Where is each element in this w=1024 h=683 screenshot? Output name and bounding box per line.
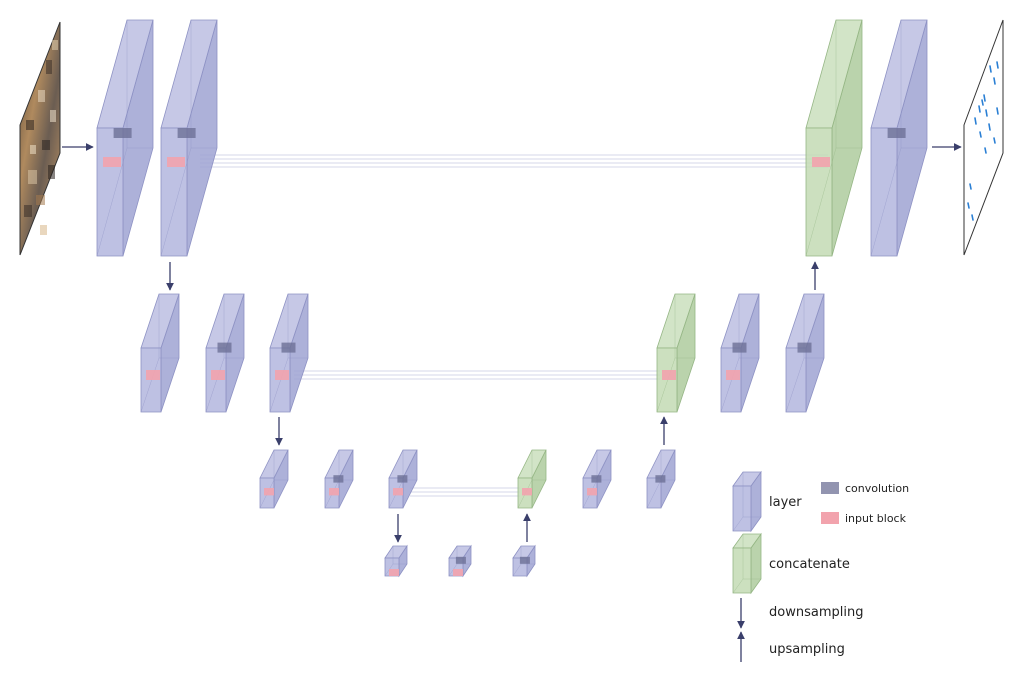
legend-layer-label: layer <box>769 495 802 510</box>
convolution-block <box>732 342 747 353</box>
layer-block-enc1-a <box>96 19 154 257</box>
block-front-face <box>805 127 833 257</box>
legend-input-block-swatch <box>821 512 839 524</box>
input-block <box>211 370 225 380</box>
block-front-face <box>870 127 898 257</box>
convolution-block <box>217 342 232 353</box>
input-block <box>393 488 403 496</box>
input-block <box>726 370 740 380</box>
layer-block-enc3-c <box>388 449 418 509</box>
legend-convolution-label: convolution <box>845 482 909 495</box>
concatenate-block-dec2-a <box>656 293 696 413</box>
layer-block-dec3-c <box>646 449 676 509</box>
input-block <box>146 370 160 380</box>
input-block <box>275 370 289 380</box>
layer-block-enc2-c <box>269 293 309 413</box>
convolution-block <box>797 342 812 353</box>
convolution-block <box>333 475 344 483</box>
block-front-face <box>732 547 752 594</box>
input-block <box>587 488 597 496</box>
input-block <box>389 569 399 576</box>
arrows <box>62 143 962 543</box>
convolution-block <box>887 128 906 138</box>
layer-block-enc2-b <box>205 293 245 413</box>
skip-connections <box>200 154 828 497</box>
layer-block-dec1-b <box>870 19 928 257</box>
block-front-face <box>732 485 752 532</box>
convolution-block <box>455 556 466 564</box>
layer-block-enc3-b <box>324 449 354 509</box>
input-block <box>167 157 185 167</box>
block-front-face <box>96 127 124 257</box>
convolution-block <box>519 556 530 564</box>
input-block <box>329 488 339 496</box>
legend-concatenate-cube <box>732 532 762 595</box>
legend-upsampling-label: upsampling <box>769 642 845 657</box>
layer-block-enc2-a <box>140 293 180 413</box>
input-block <box>522 488 532 496</box>
legend-concatenate-label: concatenate <box>769 557 850 572</box>
concatenate-block-dec1-a <box>805 19 863 257</box>
layer-block-enc1-b <box>160 19 218 257</box>
convolution-block <box>177 128 196 138</box>
layer-block-bott-c <box>512 544 536 578</box>
convolution-block <box>591 475 602 483</box>
input-image <box>19 21 61 256</box>
input-block <box>812 157 830 167</box>
output-map <box>963 19 1004 256</box>
concatenate-block-dec3-a <box>517 449 547 509</box>
convolution-block <box>113 128 132 138</box>
layer-block-dec2-b <box>720 293 760 413</box>
convolution-block <box>281 342 296 353</box>
legend-convolution-swatch <box>821 482 839 494</box>
legend-layer-icon <box>732 470 762 533</box>
input-block <box>103 157 121 167</box>
input-block <box>264 488 274 496</box>
input-block <box>453 569 463 576</box>
legend-layer-cube <box>732 470 762 533</box>
block-front-face <box>160 127 188 257</box>
layer-block-dec3-b <box>582 449 612 509</box>
legend-input-block-label: input block <box>845 512 907 525</box>
legend-downsampling-label: downsampling <box>769 605 863 620</box>
convolution-block <box>655 475 666 483</box>
input-block <box>662 370 676 380</box>
layer-block-bott-b <box>448 544 472 578</box>
legend: layer convolution input block concatenat… <box>732 470 909 662</box>
convolution-block <box>397 475 408 483</box>
legend-concatenate-icon <box>732 532 762 595</box>
layer-block-bott-a <box>384 544 408 578</box>
layer-block-dec2-c <box>785 293 825 413</box>
layer-block-enc3-a <box>259 449 289 509</box>
network-blocks <box>96 19 928 578</box>
